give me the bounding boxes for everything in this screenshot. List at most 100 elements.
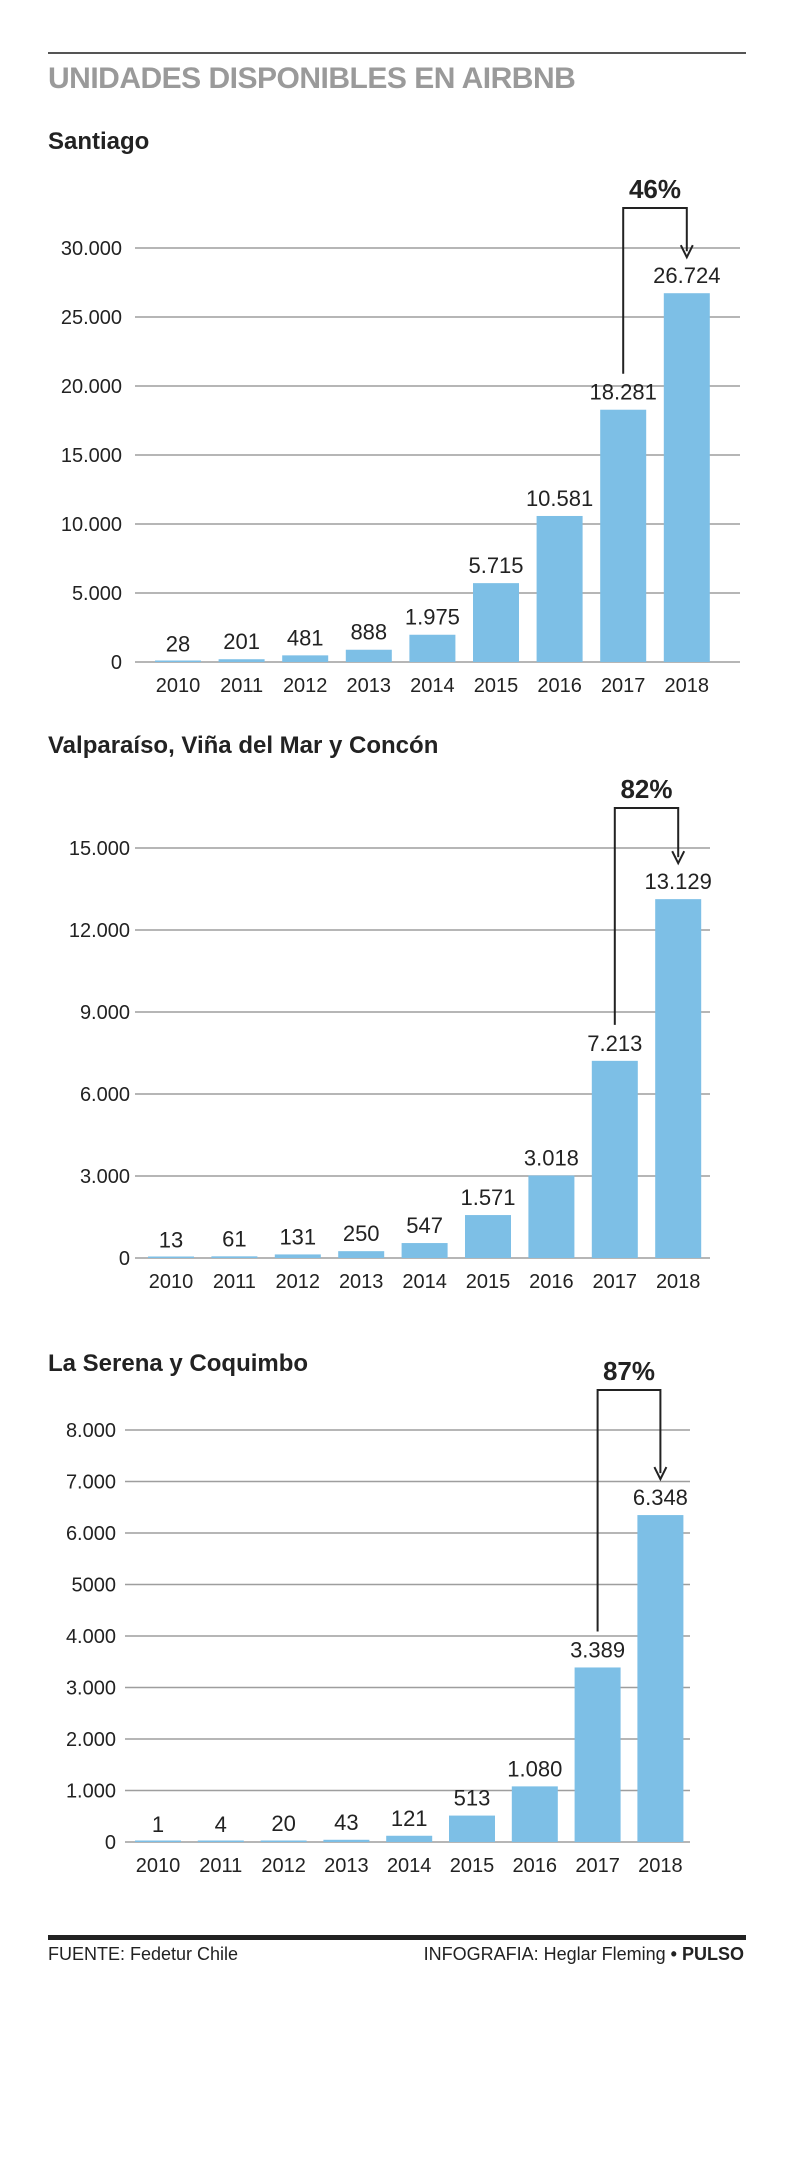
x-tick-label: 2011	[199, 1855, 242, 1877]
y-tick-label: 0	[111, 652, 122, 674]
chart-la-serena: 0 1.000 2.000 3.000 4.000 5000 6.000 7.000 8.000…	[66, 1356, 690, 1877]
chart-santiago: 0 5.000 10.000 15.000 20.000 25.000 30.000 28 20…	[61, 174, 740, 697]
data-label: 3.018	[524, 1146, 579, 1171]
bar	[600, 409, 647, 662]
credit-text: INFOGRAFIA: Heglar Fleming	[423, 1944, 666, 1964]
bar	[338, 1251, 385, 1258]
bar	[401, 1243, 448, 1258]
growth-label: 87%	[603, 1356, 655, 1386]
chart-title-valparaiso: Valparaíso, Viña del Mar y Concón	[48, 732, 439, 759]
x-tick-label: 2017	[593, 1271, 638, 1293]
bar	[409, 634, 456, 662]
y-tick-label: 9.000	[80, 1002, 130, 1024]
x-tick-label: 2010	[156, 675, 201, 697]
x-tick-label: 2017	[601, 675, 646, 697]
bar	[473, 583, 519, 662]
y-tick-label: 15.000	[61, 445, 122, 467]
data-label: 28	[166, 632, 190, 657]
bar	[135, 1840, 181, 1842]
y-tick-label: 3.000	[80, 1166, 130, 1188]
y-tick-label: 0	[119, 1248, 130, 1270]
bar	[155, 660, 201, 662]
x-tick-label: 2014	[387, 1855, 432, 1877]
bar	[197, 1840, 244, 1842]
bar	[282, 655, 329, 662]
bar	[655, 899, 702, 1258]
y-tick-label: 6.000	[66, 1523, 116, 1545]
chart-title-santiago: Santiago	[48, 128, 150, 155]
x-tick-label: 2013	[347, 675, 392, 697]
growth-label: 46%	[629, 174, 681, 204]
data-label: 1.571	[460, 1185, 515, 1210]
data-label: 121	[391, 1806, 428, 1831]
chart-title-la-serena: La Serena y Coquimbo	[48, 1350, 309, 1377]
bar	[591, 1060, 638, 1258]
x-tick-label: 2018	[656, 1271, 701, 1293]
bar	[345, 649, 392, 662]
data-label: 1.080	[507, 1756, 562, 1781]
data-label: 13	[159, 1228, 183, 1253]
x-tick-label: 2013	[339, 1271, 384, 1293]
data-label: 26.724	[653, 263, 720, 288]
y-tick-label: 20.000	[61, 376, 122, 398]
data-label: 1.975	[405, 605, 460, 630]
bar	[536, 515, 583, 662]
growth-arrowhead	[679, 244, 694, 260]
data-label: 131	[279, 1224, 316, 1249]
x-tick-label: 2018	[665, 675, 710, 697]
y-tick-label: 2.000	[66, 1729, 116, 1751]
data-label: 6.348	[633, 1485, 688, 1510]
data-label: 3.389	[570, 1637, 625, 1662]
x-tick-label: 2013	[324, 1855, 369, 1877]
data-label: 10.581	[526, 486, 593, 511]
data-label: 481	[287, 625, 324, 650]
x-tick-label: 2012	[261, 1855, 306, 1877]
bar	[663, 293, 710, 662]
x-tick-label: 2016	[513, 1855, 558, 1877]
credit-line: INFOGRAFIA: Heglar Fleming • PULSO	[424, 1944, 744, 1965]
data-label: 888	[350, 620, 387, 645]
y-tick-label: 30.000	[61, 238, 122, 260]
y-tick-label: 10.000	[61, 514, 122, 536]
y-tick-label: 5.000	[72, 583, 122, 605]
data-label: 513	[454, 1786, 491, 1811]
y-tick-label: 0	[105, 1832, 116, 1854]
y-tick-label: 8.000	[66, 1420, 116, 1442]
x-tick-label: 2010	[136, 1855, 181, 1877]
growth-label: 82%	[620, 774, 672, 804]
growth-bracket	[613, 807, 680, 1025]
data-label: 201	[223, 629, 260, 654]
bar	[465, 1215, 511, 1258]
y-tick-label: 7.000	[66, 1472, 116, 1494]
growth-bracket	[622, 207, 688, 374]
x-tick-label: 2014	[402, 1271, 447, 1293]
bar	[386, 1835, 433, 1842]
credit-bullet: •	[670, 1944, 677, 1964]
y-tick-label: 12.000	[69, 920, 130, 942]
x-tick-label: 2014	[410, 675, 455, 697]
y-tick-label: 15.000	[69, 838, 130, 860]
y-tick-label: 1.000	[66, 1781, 116, 1803]
x-tick-label: 2017	[575, 1855, 620, 1877]
data-label: 547	[406, 1213, 443, 1238]
growth-arrowhead	[653, 1466, 668, 1482]
growth-bracket	[596, 1389, 662, 1632]
x-tick-label: 2011	[220, 675, 263, 697]
bar	[574, 1667, 621, 1842]
y-tick-label: 25.000	[61, 307, 122, 329]
infographic-title: UNIDADES DISPONIBLES EN AIRBNB	[48, 62, 576, 95]
data-label: 4	[215, 1812, 227, 1837]
bottom-rule	[48, 1935, 746, 1940]
chart-valparaiso: 0 3.000 6.000 9.000 12.000 15.000 13 2010 61 2011…	[69, 774, 712, 1293]
data-label: 250	[343, 1221, 380, 1246]
y-tick-label: 5000	[72, 1575, 117, 1597]
data-label: 18.281	[590, 380, 657, 405]
bar	[449, 1815, 495, 1842]
y-tick-label: 6.000	[80, 1084, 130, 1106]
x-tick-label: 2016	[537, 675, 582, 697]
source-note: FUENTE: Fedetur Chile	[48, 1944, 239, 1964]
data-label: 20	[271, 1811, 295, 1836]
data-label: 61	[222, 1226, 246, 1251]
bar	[148, 1256, 194, 1258]
x-tick-label: 2018	[638, 1855, 683, 1877]
